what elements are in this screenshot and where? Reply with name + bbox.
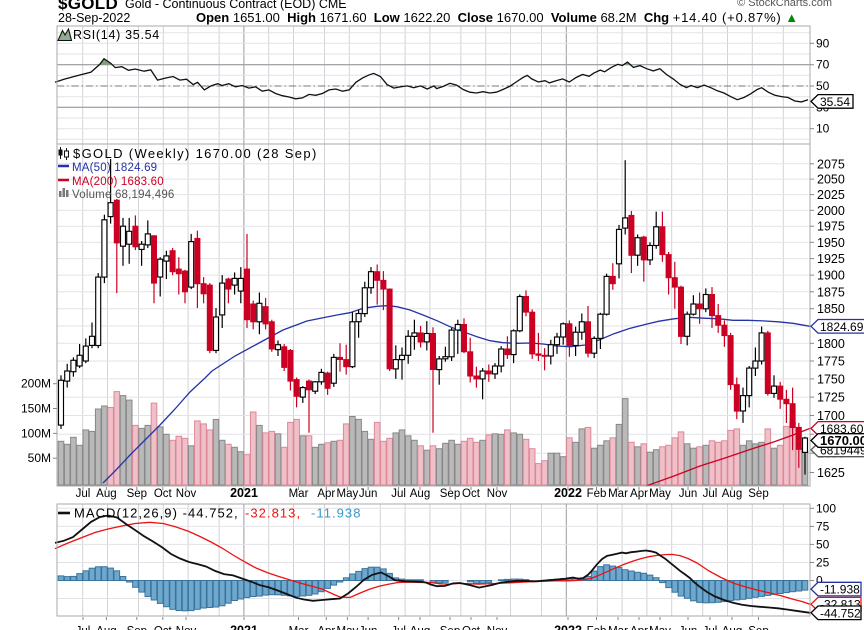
svg-text:Apr: Apr bbox=[630, 626, 648, 630]
svg-text:Sep: Sep bbox=[748, 626, 768, 630]
svg-text:70: 70 bbox=[816, 58, 830, 72]
svg-text:MACD(12,26,9) -44.752,: MACD(12,26,9) -44.752, bbox=[74, 506, 239, 521]
svg-text:75: 75 bbox=[816, 519, 830, 533]
svg-text:Aug: Aug bbox=[410, 626, 430, 630]
svg-text:Sep: Sep bbox=[748, 488, 768, 500]
svg-text:Nov: Nov bbox=[487, 626, 508, 630]
svg-text:150M: 150M bbox=[21, 402, 51, 416]
svg-text:1625: 1625 bbox=[817, 466, 845, 480]
svg-text:2021: 2021 bbox=[230, 624, 258, 630]
svg-text:-11.938: -11.938 bbox=[820, 583, 860, 597]
svg-text:2075: 2075 bbox=[817, 157, 845, 171]
svg-text:Aug: Aug bbox=[410, 488, 430, 500]
svg-text:Apr: Apr bbox=[630, 488, 648, 500]
svg-text:1775: 1775 bbox=[817, 355, 845, 369]
svg-text:Oct: Oct bbox=[462, 626, 481, 630]
svg-text:1824.69: 1824.69 bbox=[820, 320, 864, 334]
svg-text:May: May bbox=[649, 488, 671, 500]
svg-text:Sep: Sep bbox=[440, 488, 460, 500]
svg-text:1975: 1975 bbox=[817, 220, 845, 234]
svg-text:100: 100 bbox=[816, 501, 836, 515]
svg-text:Oct: Oct bbox=[154, 626, 173, 630]
svg-text:1875: 1875 bbox=[817, 285, 845, 299]
svg-text:Jul: Jul bbox=[391, 488, 406, 500]
svg-text:Volume 68,194,496: Volume 68,194,496 bbox=[72, 189, 175, 201]
svg-text:1950: 1950 bbox=[817, 236, 845, 250]
svg-text:2000: 2000 bbox=[817, 204, 845, 218]
svg-text:Aug: Aug bbox=[96, 488, 116, 500]
svg-text:Mar: Mar bbox=[608, 626, 628, 630]
svg-text:1725: 1725 bbox=[817, 391, 845, 405]
svg-text:Jun: Jun bbox=[679, 626, 698, 630]
svg-text:MA(50) 1824.69: MA(50) 1824.69 bbox=[72, 162, 157, 174]
svg-text:-44.752: -44.752 bbox=[820, 606, 861, 620]
svg-text:1925: 1925 bbox=[817, 252, 845, 266]
svg-text:-11.938: -11.938 bbox=[311, 506, 361, 521]
svg-text:Feb: Feb bbox=[587, 626, 607, 630]
svg-text:1700: 1700 bbox=[817, 409, 845, 423]
svg-text:10: 10 bbox=[816, 122, 830, 136]
svg-text:Mar: Mar bbox=[289, 626, 309, 630]
svg-text:May: May bbox=[649, 626, 671, 630]
svg-text:1683.60: 1683.60 bbox=[820, 422, 864, 436]
svg-text:1750: 1750 bbox=[817, 372, 845, 386]
svg-text:Sep: Sep bbox=[440, 626, 460, 630]
svg-text:Jul: Jul bbox=[703, 488, 718, 500]
svg-text:50M: 50M bbox=[28, 451, 51, 465]
svg-text:100M: 100M bbox=[21, 426, 51, 440]
svg-text:Oct: Oct bbox=[154, 488, 173, 500]
svg-text:1900: 1900 bbox=[817, 269, 845, 283]
svg-text:RSI(14) 35.54: RSI(14) 35.54 bbox=[73, 28, 160, 42]
svg-text:Jul: Jul bbox=[76, 488, 91, 500]
svg-text:MA(200) 1683.60: MA(200) 1683.60 bbox=[72, 176, 164, 188]
svg-text:90: 90 bbox=[816, 36, 830, 50]
svg-text:25: 25 bbox=[816, 556, 830, 570]
svg-text:Oct: Oct bbox=[462, 488, 481, 500]
svg-text:50: 50 bbox=[816, 537, 830, 551]
svg-text:Sep: Sep bbox=[127, 626, 147, 630]
svg-text:Jul: Jul bbox=[391, 626, 406, 630]
svg-text:2022: 2022 bbox=[554, 624, 582, 630]
svg-text:Aug: Aug bbox=[96, 626, 116, 630]
svg-text:Jun: Jun bbox=[359, 626, 378, 630]
svg-text:Nov: Nov bbox=[487, 488, 508, 500]
svg-text:May: May bbox=[337, 488, 359, 500]
svg-text:Mar: Mar bbox=[608, 488, 628, 500]
svg-text:Jul: Jul bbox=[703, 626, 718, 630]
svg-text:Sep: Sep bbox=[127, 488, 147, 500]
svg-text:200M: 200M bbox=[21, 377, 51, 391]
svg-text:Apr: Apr bbox=[317, 488, 335, 500]
svg-text:-32.813,: -32.813, bbox=[245, 506, 301, 521]
svg-text:50: 50 bbox=[816, 79, 830, 93]
svg-text:Feb: Feb bbox=[587, 488, 607, 500]
svg-text:2021: 2021 bbox=[230, 486, 258, 500]
svg-text:2025: 2025 bbox=[817, 188, 845, 202]
svg-text:2022: 2022 bbox=[554, 486, 582, 500]
svg-text:Jun: Jun bbox=[359, 488, 378, 500]
svg-text:1670.00: 1670.00 bbox=[820, 433, 864, 448]
svg-text:Mar: Mar bbox=[289, 488, 309, 500]
svg-text:Apr: Apr bbox=[317, 626, 335, 630]
svg-text:May: May bbox=[337, 626, 359, 630]
svg-text:Jun: Jun bbox=[679, 488, 698, 500]
svg-text:Nov: Nov bbox=[176, 488, 197, 500]
svg-text:1850: 1850 bbox=[817, 302, 845, 316]
svg-text:Jul: Jul bbox=[76, 626, 91, 630]
svg-text:Aug: Aug bbox=[722, 488, 742, 500]
svg-text:1800: 1800 bbox=[817, 337, 845, 351]
svg-text:35.54: 35.54 bbox=[820, 95, 850, 109]
svg-text:Nov: Nov bbox=[176, 626, 197, 630]
svg-text:$GOLD (Weekly) 1670.00 (28 Sep: $GOLD (Weekly) 1670.00 (28 Sep) bbox=[73, 146, 318, 161]
svg-text:2050: 2050 bbox=[817, 173, 845, 187]
svg-text:Aug: Aug bbox=[722, 626, 742, 630]
svg-text:0: 0 bbox=[816, 574, 823, 588]
